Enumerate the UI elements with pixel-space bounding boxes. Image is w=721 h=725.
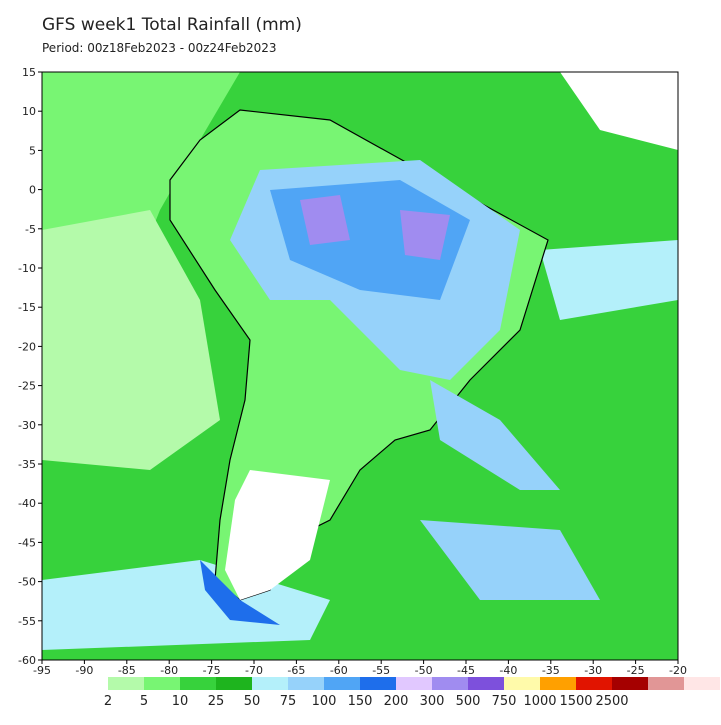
- title: GFS week1 Total Rainfall (mm): [42, 15, 302, 35]
- rain-area: [200, 560, 280, 625]
- map-area: [41, 71, 679, 661]
- legend-label: 50: [244, 694, 261, 709]
- lon-tick-label: -40: [499, 664, 517, 677]
- lon-tick-label: -70: [245, 664, 263, 677]
- legend-label: 25: [208, 694, 225, 709]
- dry-area: [225, 470, 330, 600]
- lat-tick-label: 10: [22, 105, 36, 118]
- lon-tick-label: -35: [542, 664, 560, 677]
- lat-tick-label: -10: [18, 262, 36, 275]
- legend-swatch: [324, 677, 360, 690]
- rain-area: [300, 195, 450, 260]
- lon-tick-label: -50: [415, 664, 433, 677]
- lon-tick-label: -90: [75, 664, 93, 677]
- lon-tick-label: -45: [457, 664, 475, 677]
- lat-tick-label: -60: [18, 654, 36, 667]
- dry-area: [560, 72, 678, 150]
- lat-tick-label: -50: [18, 576, 36, 589]
- lat-tick-label: 5: [29, 144, 36, 157]
- lon-tick-label: -55: [372, 664, 390, 677]
- lat-tick-label: -5: [25, 223, 36, 236]
- legend-swatch: [468, 677, 504, 690]
- rain-area: [420, 520, 600, 600]
- lon-tick-label: -20: [669, 664, 687, 677]
- lat-tick-label: 0: [29, 184, 36, 197]
- legend-swatch: [684, 677, 720, 690]
- legend-swatch: [288, 677, 324, 690]
- legend-swatch: [252, 677, 288, 690]
- legend-label: 750: [492, 694, 517, 709]
- period: Period: 00z18Feb2023 - 00z24Feb2023: [42, 41, 276, 55]
- legend-swatch: [216, 677, 252, 690]
- legend-swatch: [108, 677, 144, 690]
- map-frame: [41, 71, 679, 661]
- lat-tick-label: -20: [18, 340, 36, 353]
- rain-area: [42, 210, 220, 470]
- lon-tick-label: -95: [33, 664, 51, 677]
- legend-swatch: [612, 677, 648, 690]
- legend-swatch: [180, 677, 216, 690]
- rain-area: [430, 380, 560, 490]
- lat-tick-label: -25: [18, 380, 36, 393]
- lon-tick-label: -75: [203, 664, 221, 677]
- lat-tick-label: -45: [18, 536, 36, 549]
- lat-tick-label: -40: [18, 497, 36, 510]
- legend-label: 2500: [595, 694, 628, 709]
- lat-tick-label: 15: [22, 66, 36, 79]
- lon-tick-label: -80: [160, 664, 178, 677]
- rain-area: [540, 240, 678, 320]
- legend-swatch: [648, 677, 684, 690]
- lon-tick-label: -85: [118, 664, 136, 677]
- legend-label: 1500: [559, 694, 592, 709]
- legend-label: 200: [384, 694, 409, 709]
- legend-swatch: [540, 677, 576, 690]
- legend-swatch: [360, 677, 396, 690]
- lon-tick-label: -30: [584, 664, 602, 677]
- lon-tick-label: -65: [287, 664, 305, 677]
- lat-tick-label: -15: [18, 301, 36, 314]
- legend-label: 150: [348, 694, 373, 709]
- legend-label: 300: [420, 694, 445, 709]
- lat-tick-label: -55: [18, 615, 36, 628]
- legend-label: 2: [104, 694, 112, 709]
- legend-label: 5: [140, 694, 148, 709]
- lat-tick-label: -35: [18, 458, 36, 471]
- legend-label: 75: [280, 694, 297, 709]
- legend-swatch: [504, 677, 540, 690]
- legend-swatch: [576, 677, 612, 690]
- lat-tick-label: -30: [18, 419, 36, 432]
- lon-tick-label: -25: [627, 664, 645, 677]
- legend-label: 10: [172, 694, 189, 709]
- legend-label: 100: [312, 694, 337, 709]
- legend-label: 500: [456, 694, 481, 709]
- lon-tick-label: -60: [330, 664, 348, 677]
- legend-swatch: [396, 677, 432, 690]
- legend-label: 1000: [523, 694, 556, 709]
- legend-swatch: [144, 677, 180, 690]
- legend-swatch: [432, 677, 468, 690]
